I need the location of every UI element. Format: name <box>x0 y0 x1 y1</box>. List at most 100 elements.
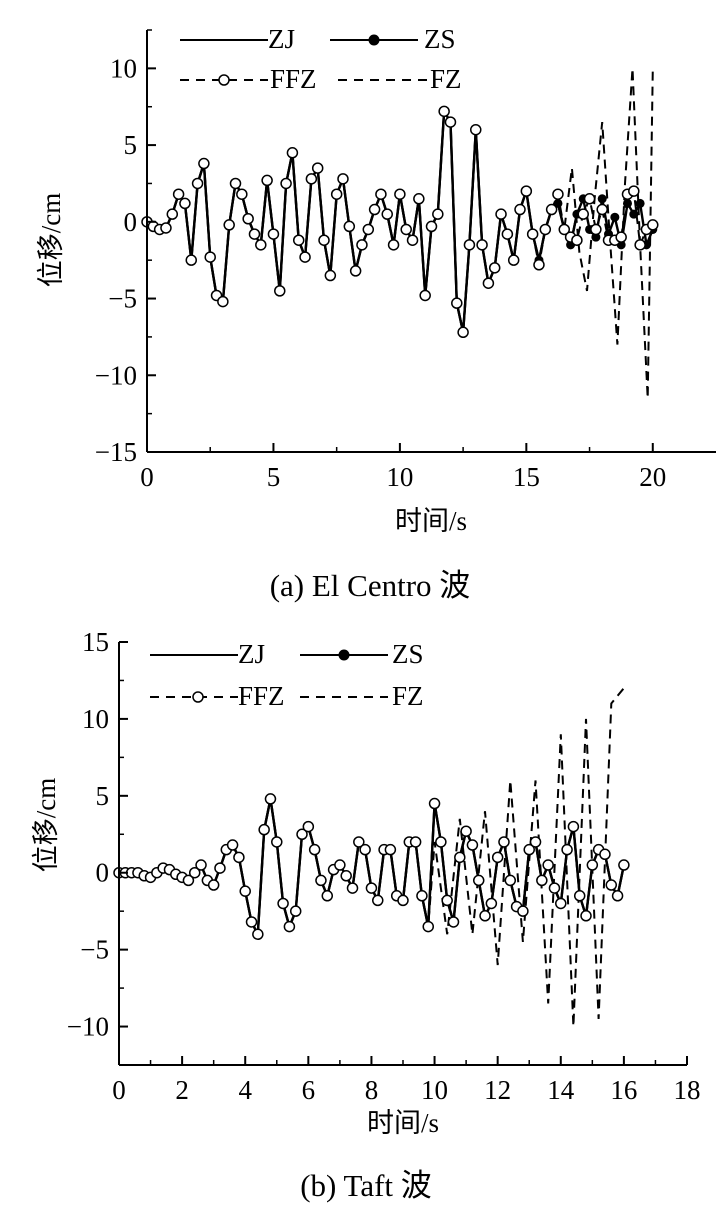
series-ffz-point <box>539 223 552 236</box>
legend-a: ZJ ZS FFZ FZ <box>180 24 462 94</box>
legend-a-zj-label: ZJ <box>268 24 295 54</box>
series-ffz-point <box>195 859 207 871</box>
y-tick-label: 10 <box>110 53 137 83</box>
series-ffz-point <box>324 269 337 282</box>
series-ffz-point <box>261 174 273 187</box>
caption-b: (b) Taft 波 <box>300 1168 432 1203</box>
x-tick-label: 6 <box>302 1075 316 1105</box>
series-ffz-point <box>514 203 526 216</box>
series-ffz-point <box>561 843 573 856</box>
series-ffz-point <box>343 220 356 233</box>
series-ffz-point <box>359 843 371 856</box>
series-ffz-point <box>233 851 245 864</box>
series-ffz-point <box>596 203 608 216</box>
y-tick-label: 5 <box>96 781 110 811</box>
series-ffz-point <box>479 910 491 922</box>
series-ffz-point <box>239 885 251 897</box>
series-ffz-point <box>435 836 447 848</box>
series-zs-point <box>629 209 639 219</box>
ticks-layer-b: 0 2 4 6 8 10 12 14 16 18 −10 −5 0 5 10 15 <box>67 627 701 1105</box>
series-ffz-point <box>362 223 375 236</box>
series-ffz-point <box>182 874 195 887</box>
legend-b: ZJ ZS FFZ FZ <box>150 639 424 711</box>
series-ffz-point <box>258 823 270 836</box>
series-zj-line <box>146 107 579 333</box>
series-ffz-point <box>166 208 179 220</box>
series-ffz-point <box>611 890 624 902</box>
series-ffz-point <box>179 197 191 210</box>
series-zs-point <box>635 198 645 208</box>
x-tick-label: 10 <box>421 1075 448 1105</box>
series-zs-point <box>591 232 601 242</box>
x-tick-label: 0 <box>112 1075 126 1105</box>
series-ffz-point <box>451 297 463 309</box>
x-tick-label: 8 <box>365 1075 379 1105</box>
series-ffz-point <box>409 836 422 848</box>
series-ffz-point <box>498 836 510 848</box>
series-ffz-point <box>204 251 216 263</box>
series-ffz-point <box>583 193 596 205</box>
series-ffz-point <box>472 874 485 887</box>
y-tick-label: −5 <box>80 935 109 965</box>
series-ffz-point <box>229 177 242 190</box>
series-ffz-point <box>255 239 267 251</box>
series-ffz-point <box>419 289 431 302</box>
caption-a: (a) El Centro 波 <box>270 568 471 603</box>
series-ffz-point <box>346 882 359 894</box>
series-ffz-point <box>245 916 258 928</box>
series-ffz-point <box>438 105 450 118</box>
series-ffz-point <box>217 295 229 308</box>
series-ffz-point <box>647 219 659 231</box>
series-ffz-point <box>536 874 548 887</box>
chart-taft: 0 2 4 6 8 10 12 14 16 18 −10 −5 0 5 10 15 时间/s 位移/cm (b… <box>31 627 701 1203</box>
series-ffz-point <box>283 920 296 933</box>
x-tick-label: 0 <box>140 462 154 492</box>
series-ffz-point <box>447 916 460 928</box>
series-ffz-point <box>470 123 482 136</box>
series-ffz-point <box>523 843 535 856</box>
series-ffz-point <box>425 220 438 233</box>
y-tick-label: 5 <box>124 130 138 160</box>
y-tick-label: 10 <box>82 704 109 734</box>
series-ffz-point <box>172 188 185 200</box>
x-tick-label: 14 <box>547 1075 575 1105</box>
series-ffz-point <box>296 828 308 841</box>
series-ffz-point <box>504 874 517 887</box>
series-ffz-point <box>507 254 520 266</box>
series-ffz-point <box>321 890 334 902</box>
y-tick-label: 0 <box>124 207 138 237</box>
series-ffz-point <box>457 326 469 339</box>
series-ffz-point <box>271 836 283 848</box>
series-zs-point <box>597 194 607 204</box>
legend-b-ffz-label: FFZ <box>238 681 285 711</box>
series-ffz-point <box>605 879 618 891</box>
series-ffz-point <box>368 203 381 216</box>
series-ffz-point <box>545 203 558 216</box>
legend-a-zs-marker <box>368 34 380 46</box>
series-ffz-point <box>460 825 472 837</box>
series-ffz-point <box>274 285 286 297</box>
series-ffz-point <box>615 231 627 243</box>
x-tick-label: 15 <box>513 462 540 492</box>
series-ffz-point <box>160 222 172 234</box>
series-ffz-point <box>280 177 292 190</box>
series-zs-point <box>622 198 632 208</box>
series-ffz-point <box>356 239 368 251</box>
x-tick-label: 4 <box>238 1075 252 1105</box>
series-ffz-point <box>416 890 428 902</box>
series-ffz-point <box>311 162 324 174</box>
series-ffz-point <box>441 894 453 907</box>
series-ffz-point <box>191 177 204 190</box>
series-ffz-point <box>318 234 330 246</box>
series-ffz-point <box>552 188 564 200</box>
series-ffz-point <box>226 839 239 851</box>
series-ffz-point <box>577 208 589 220</box>
y-axis-label-b: 位移/cm <box>31 778 61 873</box>
series-ffz-point <box>548 882 561 894</box>
series-ffz-point <box>384 843 397 856</box>
series-ffz-point <box>444 116 457 128</box>
series-ffz-point <box>628 185 640 197</box>
x-tick-label: 2 <box>175 1075 189 1105</box>
series-ffz-point <box>397 894 409 907</box>
y-tick-label: −10 <box>67 1012 109 1042</box>
